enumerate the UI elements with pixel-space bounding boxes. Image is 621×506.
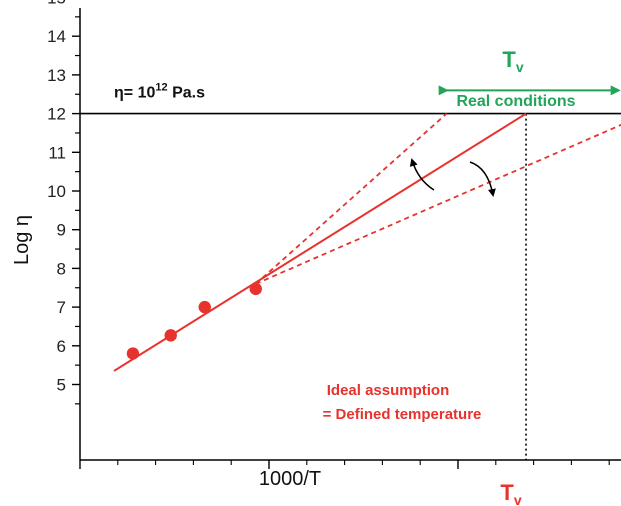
y-tick-label: 14 xyxy=(47,27,66,46)
y-tick-label: 5 xyxy=(57,376,66,395)
tv-top-sub: v xyxy=(516,59,524,75)
fit-line xyxy=(113,112,527,372)
reference-line-label: η= 1012 Pa.s xyxy=(114,82,205,102)
defined-temperature-label: = Defined temperature xyxy=(323,406,482,423)
shallow-dashed-line xyxy=(255,123,621,285)
y-tick-label: 10 xyxy=(47,182,66,201)
x-ticks xyxy=(79,460,610,469)
steep-dashed-line xyxy=(255,112,448,285)
reference-label-suffix: Pa.s xyxy=(168,85,205,102)
lower-rotation-arrow xyxy=(469,161,496,197)
data-points xyxy=(126,282,262,360)
reference-label-prefix: η= 10 xyxy=(114,85,155,102)
data-point xyxy=(198,300,211,314)
real-conditions-label: Real conditions xyxy=(456,93,575,110)
upper-rotation-arrow xyxy=(409,158,435,191)
tv-bottom-label: Tv xyxy=(500,480,521,506)
y-tick-label: 7 xyxy=(57,298,66,317)
data-point xyxy=(164,329,177,342)
reference-label-exponent: 12 xyxy=(155,82,167,94)
y-tick-label: 15 xyxy=(47,0,66,8)
y-tick-label: 8 xyxy=(57,259,66,278)
y-tick-label: 9 xyxy=(57,221,66,240)
y-tick-label: 12 xyxy=(47,105,66,124)
y-tick-label: 13 xyxy=(47,66,66,85)
ideal-assumption-label: Ideal assumption xyxy=(327,382,450,399)
tv-top-label: Tv xyxy=(502,47,523,75)
y-tick-label: 6 xyxy=(57,337,66,356)
y-ticks: 5 6 7 8 9 10 11 12 13 14 15 xyxy=(47,0,80,405)
x-axis-label: 1000/T xyxy=(259,468,321,490)
y-tick-label: 11 xyxy=(48,143,66,162)
tv-bottom-sub: v xyxy=(514,492,522,506)
data-point xyxy=(126,347,140,360)
data-point xyxy=(249,282,262,296)
tv-top-main: T xyxy=(502,47,516,72)
tv-bottom-main: T xyxy=(500,480,514,505)
y-axis-label: Log η xyxy=(11,215,33,265)
